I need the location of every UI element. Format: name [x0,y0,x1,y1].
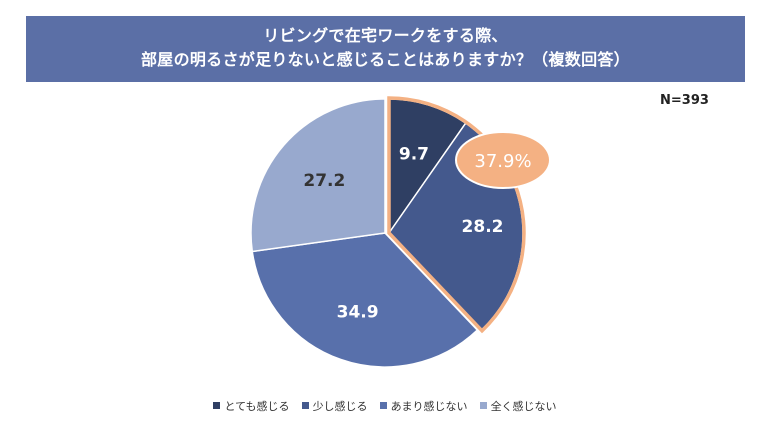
slice-label-1: 9.7 [399,145,429,165]
legend-item-4: 全く感じない [479,398,557,414]
legend-label-4: 全く感じない [490,400,557,413]
pie-slice-3 [251,232,479,368]
legend-label-3: あまり感じない [390,400,468,413]
legend-label-1: とても感じる [224,400,290,413]
legend-swatch-4 [479,402,487,409]
chart-title-line-2: 部屋の明るさが足りないと感じることはありますか？（複数回答） [140,50,630,69]
sample-size-label: N=393 [660,93,709,108]
legend-swatch-2 [301,402,309,409]
legend-item-2: 少し感じる [301,398,368,414]
slice-label-2: 28.2 [462,217,504,237]
pie-slice-4 [250,98,386,253]
highlight-bubble-label: 37.9% [474,151,531,172]
legend-swatch-1 [213,402,221,409]
legend-swatch-3 [379,402,387,409]
slice-label-3: 34.9 [337,302,379,322]
chart-title-line-1: リビングで在宅ワークをする際、 [263,26,508,45]
chart-legend: とても感じる 少し感じる あまり感じない 全く感じない [0,398,770,414]
slice-label-4: 27.2 [303,171,345,191]
highlight-bubble [455,131,551,189]
legend-item-3: あまり感じない [379,398,468,414]
chart-title-banner: リビングで在宅ワークをする際、 部屋の明るさが足りないと感じることはありますか？… [26,16,745,82]
legend-label-2: 少し感じる [312,400,368,413]
legend-item-1: とても感じる [213,398,290,414]
